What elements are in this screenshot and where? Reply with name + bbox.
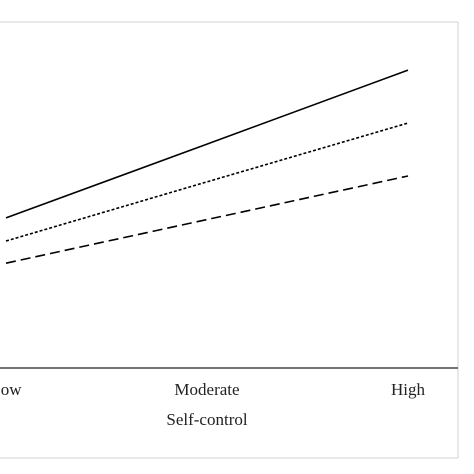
x-tick-label: High bbox=[391, 380, 426, 399]
series-line bbox=[5, 175, 409, 264]
series-line bbox=[5, 122, 409, 242]
x-axis-title: Self-control bbox=[166, 410, 247, 429]
x-tick-label: Low bbox=[0, 380, 22, 399]
x-tick-label: Moderate bbox=[174, 380, 239, 399]
series-line bbox=[5, 69, 409, 219]
